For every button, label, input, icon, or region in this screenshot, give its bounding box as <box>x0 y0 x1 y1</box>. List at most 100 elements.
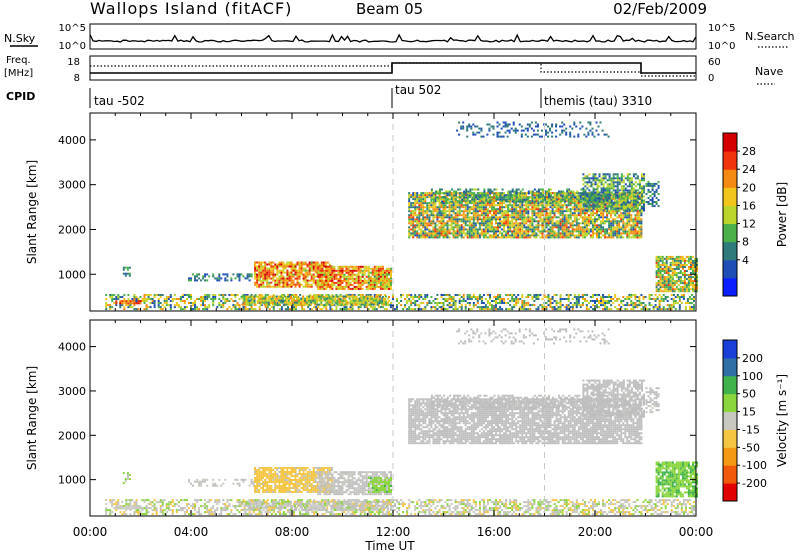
power-cell <box>499 216 501 219</box>
power-cell <box>501 222 504 225</box>
power-cell <box>630 228 633 231</box>
power-cell <box>353 269 356 272</box>
power-cell <box>290 271 293 274</box>
power-cell <box>279 301 282 304</box>
power-cell <box>616 300 619 302</box>
power-cell <box>414 296 417 298</box>
power-cell <box>551 208 554 211</box>
power-cell <box>347 287 350 290</box>
power-cell <box>426 192 429 195</box>
power-cell <box>434 232 437 235</box>
power-cell <box>349 277 352 280</box>
power-cell <box>575 218 578 221</box>
power-cell <box>499 212 501 215</box>
power-cell <box>456 206 459 209</box>
power-cell <box>618 194 621 197</box>
power-cell <box>442 224 445 227</box>
power-cell <box>452 198 455 201</box>
power-cell <box>478 232 481 235</box>
power-cell <box>567 294 570 296</box>
power-cell <box>618 204 621 207</box>
power-cell <box>385 267 388 270</box>
power-cell <box>266 283 269 286</box>
power-cell <box>436 212 439 215</box>
power-cell <box>226 275 229 278</box>
power-cell <box>282 265 285 268</box>
power-cell <box>636 296 639 298</box>
power-cell <box>335 308 338 311</box>
power-cell <box>230 277 233 280</box>
power-cell <box>458 230 461 233</box>
power-cell <box>432 206 435 209</box>
power-cell <box>258 263 261 266</box>
power-cell <box>606 232 609 235</box>
power-cell <box>383 275 386 278</box>
power-cell <box>579 234 582 237</box>
power-cell <box>539 204 542 207</box>
power-cell <box>367 275 370 278</box>
power-cell <box>111 294 114 296</box>
power-cell <box>390 277 392 280</box>
power-cell <box>462 216 465 219</box>
power-cell <box>371 271 374 274</box>
power-cell <box>169 300 172 302</box>
power-cell <box>376 303 379 306</box>
power-cell <box>529 230 532 233</box>
power-cell <box>555 304 558 307</box>
power-cell <box>515 304 518 307</box>
power-cell <box>470 218 473 221</box>
power-cell <box>194 306 196 309</box>
power-cell <box>418 202 421 205</box>
power-cell <box>420 220 423 223</box>
power-cell <box>345 281 348 284</box>
power-cell <box>517 216 520 219</box>
power-cell <box>365 306 368 309</box>
power-cell <box>604 234 607 237</box>
power-cell <box>276 279 279 282</box>
power-cell <box>668 306 671 309</box>
power-cell <box>579 222 582 225</box>
power-cell <box>654 300 657 302</box>
power-cell <box>551 232 554 235</box>
power-cell <box>618 206 621 209</box>
freq-tick-top: 18 <box>67 57 80 68</box>
power-cell <box>535 200 538 203</box>
power-cell <box>314 281 317 284</box>
power-cell <box>373 306 376 309</box>
power-cell <box>480 296 483 298</box>
power-cell <box>507 234 510 237</box>
power-cell <box>480 220 483 223</box>
power-cell <box>369 306 372 309</box>
power-cell <box>523 224 526 227</box>
power-cell <box>470 228 473 231</box>
power-cell <box>559 192 562 195</box>
power-cell <box>581 296 584 298</box>
power-cell <box>602 226 605 229</box>
power-cell <box>262 269 265 272</box>
power-cell <box>598 196 600 199</box>
power-cell <box>424 222 427 225</box>
power-cell <box>521 198 524 201</box>
power-cell <box>465 188 468 191</box>
power-cell <box>499 226 501 229</box>
power-cell <box>501 308 504 311</box>
power-cell <box>439 192 441 195</box>
power-cell <box>256 281 259 284</box>
power-cell <box>587 228 590 231</box>
power-cell <box>226 279 229 282</box>
power-cell <box>388 271 390 274</box>
power-cell <box>626 232 629 235</box>
power-cell <box>422 210 425 213</box>
power-cell <box>480 298 483 300</box>
power-cell <box>537 306 540 309</box>
power-cell <box>577 294 580 296</box>
power-cell <box>460 230 463 233</box>
power-cell <box>489 210 491 213</box>
power-cell <box>278 275 281 278</box>
power-cell <box>198 273 201 276</box>
power-cell <box>226 308 229 311</box>
power-cell <box>183 294 186 296</box>
power-cell <box>592 226 594 229</box>
power-cell <box>474 230 477 233</box>
power-cell <box>295 308 297 311</box>
